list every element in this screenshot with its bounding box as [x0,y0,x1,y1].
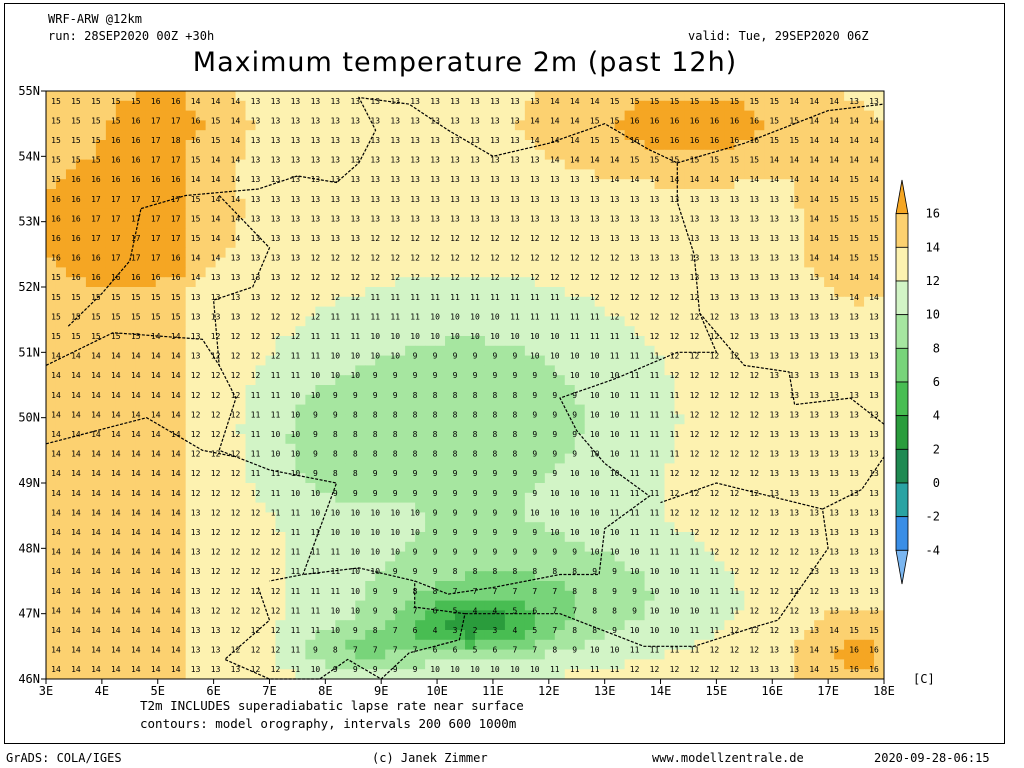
colorbar-swatch [895,516,909,551]
colorbar-tick-label: 16 [926,207,940,221]
lon-label: 16E [761,684,783,698]
colorbar-tick-label: 6 [933,375,940,389]
colorbar-swatch [895,448,909,484]
lon-label: 4E [95,684,109,698]
lon-label: 6E [206,684,220,698]
lon-label: 15E [706,684,728,698]
lon-label: 5E [151,684,165,698]
colorbar-swatch [895,246,909,282]
colorbar-tick-label: -2 [926,510,940,524]
lon-label: 13E [594,684,616,698]
colorbar-swatch [895,213,909,248]
colorbar-tick-label: 10 [926,308,940,322]
colorbar-swatch [895,415,909,450]
country-borders [45,96,885,680]
software-credit: GrADS: COLA/IGES [6,751,122,765]
lat-label: 53N [18,215,40,229]
temperature-field [46,91,885,680]
lat-label: 48N [18,541,40,555]
colorbar: 16 14 12 10 8 6 4 2 0 -2 -4 [C] [895,179,940,686]
colorbar-swatch [895,314,909,349]
lat-label: 50N [18,411,40,425]
colorbar-swatch [895,347,909,383]
note-contours: contours: model orography, intervals 200… [140,716,517,731]
figure-frame [4,3,1005,744]
website-link[interactable]: www.modellzentrale.de [652,751,804,765]
colorbar-swatch [895,381,909,417]
colorbar-tick-label: 2 [933,442,940,456]
colorbar-arrow-top [895,179,909,215]
lon-label: 17E [817,684,839,698]
colorbar-tick-label: -4 [926,543,940,557]
colorbar-tick-label: 12 [926,274,940,288]
lon-label: 7E [262,684,276,698]
colorbar-tick-label: 8 [933,341,940,355]
lat-label: 49N [18,476,40,490]
lon-label: 8E [318,684,332,698]
colorbar-tick-label: 14 [926,240,940,254]
colorbar-tick-label: 4 [933,409,940,423]
lat-label: 55N [18,84,40,98]
map-border [45,90,885,680]
map-axes: 3E 4E 5E 6E 7E 8E 9E 10E 11E 12E 13E 14E 15E 16E 17E 18… [18,84,895,698]
lon-label: 10E [426,684,448,698]
map-title: Maximum temperature 2m (past 12h) [192,47,738,78]
lon-label: 12E [538,684,560,698]
author-credit: (c) Janek Zimmer [372,751,488,765]
lat-label: 54N [18,149,40,163]
lon-label: 9E [374,684,388,698]
colorbar-unit: [C] [913,672,935,686]
note-lapse-rate: T2m INCLUDES superadiabatic lapse rate n… [140,698,524,713]
lat-label: 52N [18,280,40,294]
colorbar-swatch [895,280,909,316]
lon-label: 3E [39,684,53,698]
colorbar-arrow-bottom [895,549,909,585]
colorbar-tick-label: 0 [933,476,940,490]
model-label: WRF-ARW @12km [48,12,142,26]
valid-time-label: valid: Tue, 29SEP2020 06Z [688,29,869,43]
lat-label: 47N [18,607,40,621]
lon-label: 11E [482,684,504,698]
lon-label: 14E [650,684,672,698]
timestamp-label: 2020-09-28-06:15 [874,751,990,765]
lon-label: 18E [873,684,895,698]
colorbar-swatch [895,482,909,518]
lat-label: 51N [18,345,40,359]
lat-label: 46N [18,672,40,686]
run-label: run: 28SEP2020 00Z +30h [48,29,215,43]
